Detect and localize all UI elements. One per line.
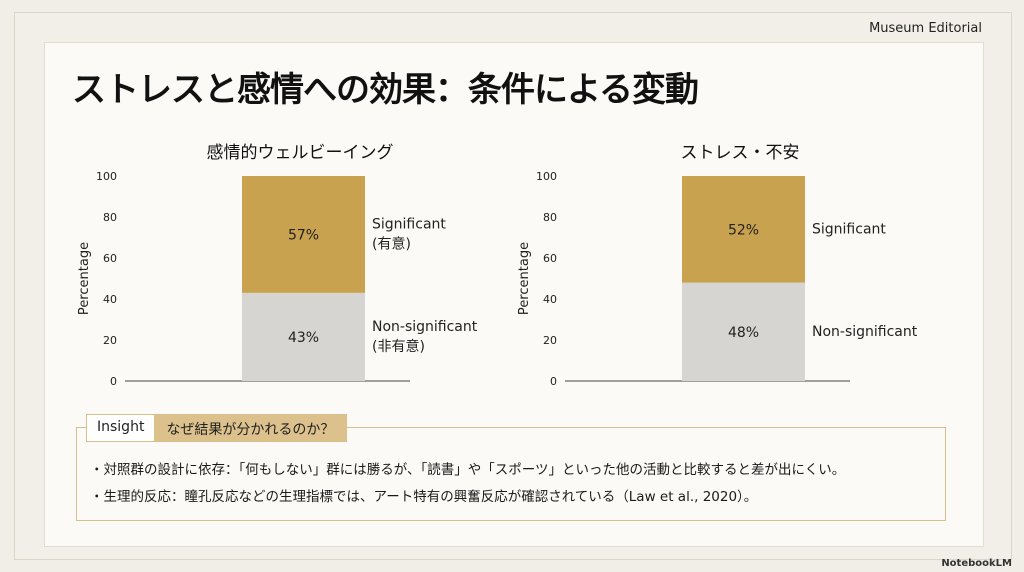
bar-segment-significant (242, 176, 365, 293)
y-tick-label: 20 (543, 334, 557, 347)
chart-title: ストレス・不安 (681, 143, 800, 163)
y-tick-label: 0 (550, 375, 557, 388)
y-tick-label: 20 (103, 334, 117, 347)
bar-segment-nonsignificant (242, 292, 365, 381)
data-label: 57% (288, 227, 319, 243)
chart-title: 感情的ウェルビーイング (207, 143, 394, 163)
y-tick-label: 60 (543, 252, 557, 265)
y-tick-label: 80 (103, 211, 117, 224)
data-label: 48% (728, 325, 759, 341)
insight-box (76, 427, 946, 521)
legend-label: Non-significant (812, 324, 918, 340)
data-label: 43% (288, 330, 319, 346)
y-tick-label: 100 (536, 170, 557, 183)
y-tick-label: 100 (96, 170, 117, 183)
legend-label: Significant (372, 216, 446, 232)
insight-bullet: ・対照群の設計に依存：「何もしない」群には勝るが、「読書」や「スポーツ」といった… (90, 462, 846, 478)
y-axis-label: Percentage (77, 242, 92, 315)
bar-segment-significant (682, 176, 805, 283)
legend-label: (非有意) (372, 338, 425, 355)
y-tick-label: 0 (110, 375, 117, 388)
bar-segment-nonsignificant (682, 282, 805, 381)
insight-heading: なぜ結果が分かれるのか？ (154, 415, 347, 441)
insight-label: Insight (87, 415, 155, 441)
y-tick-label: 40 (543, 293, 557, 306)
legend-label: Non-significant (372, 319, 478, 335)
insight-tag: Insight なぜ結果が分かれるのか？ (86, 414, 348, 442)
brand-label: Museum Editorial (869, 21, 982, 36)
legend-label: Significant (812, 221, 886, 237)
y-tick-label: 80 (543, 211, 557, 224)
y-tick-label: 60 (103, 252, 117, 265)
notebooklm-watermark: NotebookLM (941, 558, 1012, 569)
insight-bullet: ・生理的反応：瞳孔反応などの生理指標では、アート特有の興奮反応が確認されている（… (90, 489, 758, 505)
data-label: 52% (728, 222, 759, 238)
legend-label: (有意) (372, 235, 411, 252)
y-tick-label: 40 (103, 293, 117, 306)
page-title: ストレスと感情への効果：条件による変動 (72, 70, 699, 110)
y-axis-label: Percentage (517, 242, 532, 315)
